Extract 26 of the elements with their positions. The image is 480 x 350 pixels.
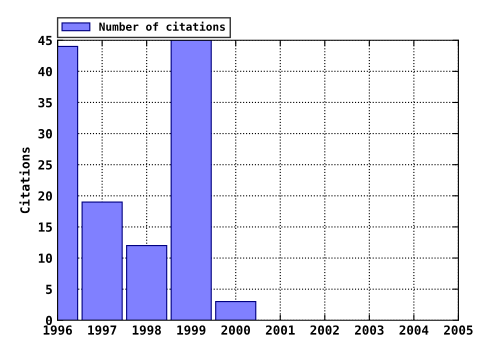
y-tick-label: 35	[38, 98, 52, 108]
x-tick-label: 2001	[266, 325, 295, 335]
y-tick-label: 15	[38, 222, 52, 232]
x-tick-label: 2004	[400, 325, 428, 335]
y-tick-label: 20	[38, 191, 52, 201]
y-tick-label: 0	[46, 316, 52, 326]
x-tick-label: 2002	[310, 325, 339, 335]
bar	[82, 201, 123, 320]
x-tick-label: 1999	[177, 325, 206, 335]
y-tick-label: 30	[38, 129, 52, 139]
bar	[126, 245, 168, 320]
y-axis-title: Citations	[19, 147, 30, 214]
x-tick-label: 2000	[221, 325, 250, 335]
y-tick-label: 25	[38, 160, 52, 170]
x-tick-label: 1997	[88, 325, 116, 335]
x-tick-label: 1998	[132, 325, 161, 335]
y-tick-label: 5	[46, 284, 52, 294]
y-tick-label: 40	[38, 66, 52, 76]
legend-label: Number of citations	[99, 22, 225, 31]
bar	[170, 40, 212, 320]
y-tick-label: 45	[38, 36, 52, 46]
x-tick-label: 2003	[354, 325, 384, 335]
y-tick-label: 10	[38, 254, 52, 263]
x-tick-label: 2005	[444, 325, 473, 335]
bar	[215, 301, 256, 320]
x-tick-label: 1996	[44, 325, 72, 335]
